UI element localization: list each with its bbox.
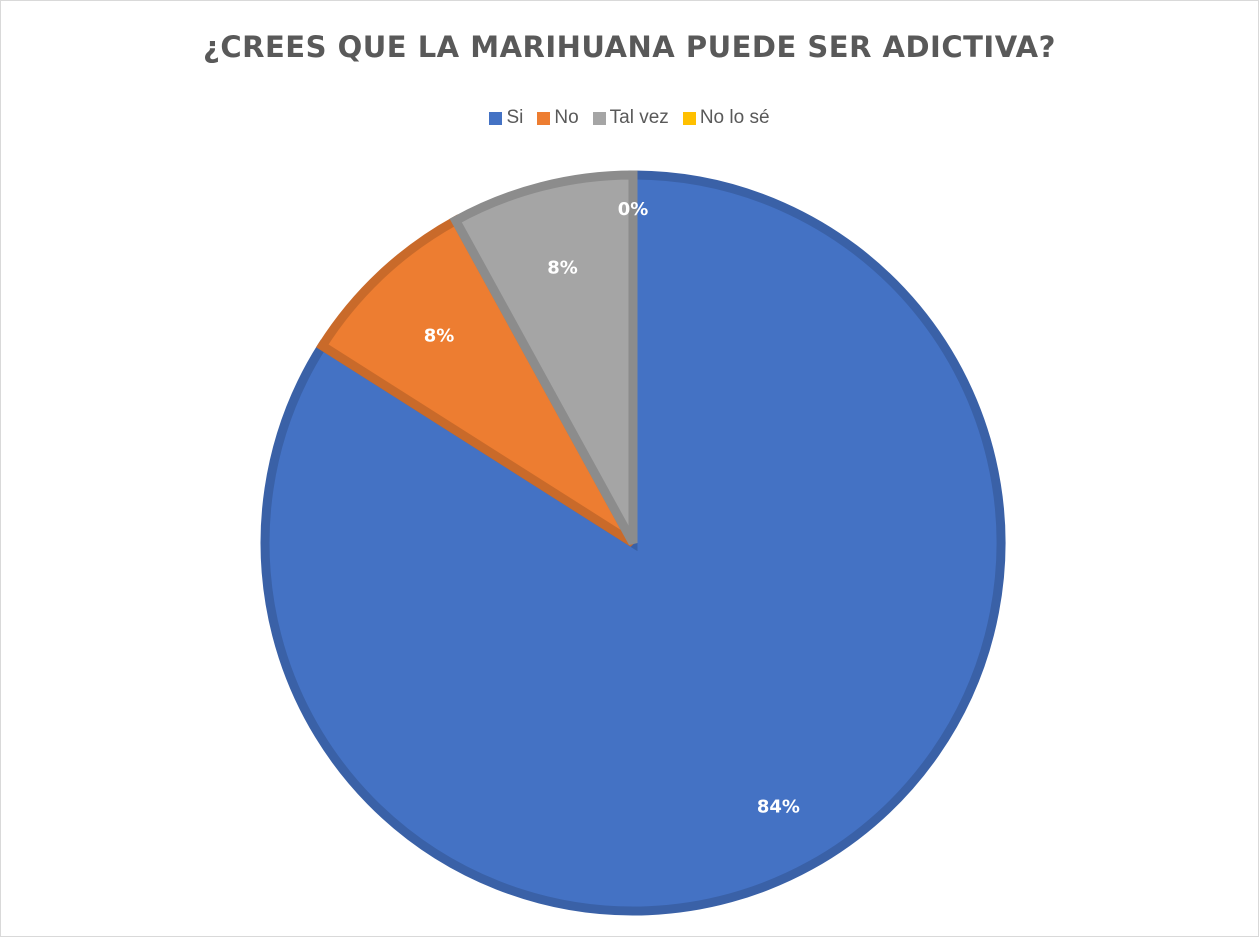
- slice-label-no-lo-se: 0%: [618, 199, 649, 220]
- chart-title: ¿CREES QUE LA MARIHUANA PUEDE SER ADICTI…: [203, 30, 1056, 64]
- legend-label-si: Si: [506, 107, 524, 128]
- slice-label-tal-vez: 8%: [547, 258, 578, 279]
- slice-label-no: 8%: [424, 325, 455, 346]
- legend-swatch-no-lo-se: [682, 111, 696, 125]
- legend-label-no-lo-se: No lo sé: [699, 107, 770, 128]
- pie-slice-si: [260, 170, 1006, 916]
- pie-slice-tal-vez: [449, 170, 638, 546]
- legend-item-tal-vez: Tal vez: [592, 107, 669, 129]
- legend-item-no-lo-se: No lo sé: [682, 107, 770, 129]
- slice-label-si: 84%: [757, 796, 800, 817]
- legend-swatch-no: [537, 111, 551, 125]
- legend-item-no: No: [537, 107, 579, 129]
- legend-swatch-tal-vez: [592, 111, 606, 125]
- legend-label-no: No: [554, 107, 579, 128]
- legend: Si No Tal vez No lo sé: [0, 107, 1259, 129]
- pie-slices: [260, 170, 1006, 916]
- pie-slice-labels: 84% 8% 8% 0%: [424, 199, 800, 817]
- pie-slice-no: [316, 214, 637, 547]
- legend-swatch-si: [489, 111, 503, 125]
- legend-item-si: Si: [489, 107, 523, 129]
- legend-label-tal-vez: Tal vez: [609, 107, 669, 128]
